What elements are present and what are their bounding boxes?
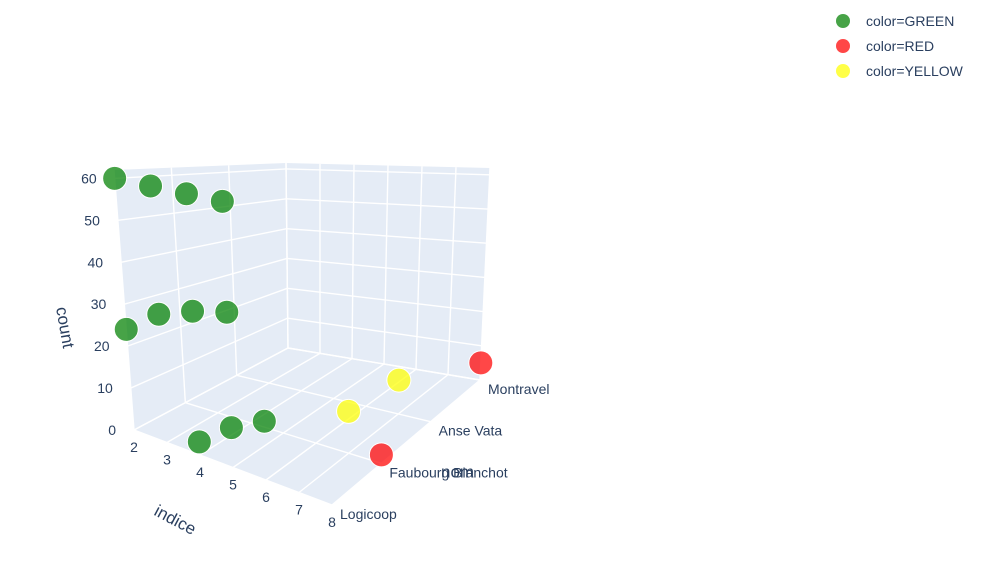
- grid-x-back: [351, 164, 355, 359]
- grid-z-back: [286, 168, 490, 176]
- grid-z-left: [120, 227, 287, 263]
- y-tick-label: Faubourg Blanchot: [389, 464, 507, 480]
- grid-z-back: [286, 257, 485, 279]
- grid-lines: [113, 162, 491, 506]
- grid-x-floor: [232, 363, 385, 469]
- z-tick-label: 30: [91, 296, 107, 312]
- grid-x-back: [479, 167, 491, 381]
- z-axis-title: count: [52, 305, 78, 350]
- y-axis-title: nom: [441, 463, 474, 482]
- grid-x-floor: [331, 379, 481, 506]
- grid-z-back: [287, 317, 482, 347]
- data-point-color-green[interactable]: [173, 181, 199, 207]
- grid-z-left: [130, 317, 288, 389]
- x-tick-label: 5: [229, 477, 237, 493]
- grid-x-floor: [199, 358, 353, 456]
- z-tick-label: 50: [84, 212, 100, 228]
- grid-z-left: [133, 347, 289, 431]
- data-point-color-green[interactable]: [180, 298, 206, 324]
- z-tick-label: 40: [88, 254, 104, 270]
- legend-item[interactable]: color=YELLOW: [830, 58, 963, 83]
- grid-x-back: [383, 165, 389, 365]
- grid-z-back: [287, 347, 481, 381]
- x-tick-label: 2: [130, 439, 138, 455]
- grid-z-left: [124, 257, 288, 305]
- legend-item[interactable]: color=GREEN: [830, 8, 963, 33]
- data-point-color-red[interactable]: [368, 442, 394, 468]
- grid-x-back: [447, 167, 457, 375]
- legend-label: color=GREEN: [866, 12, 955, 29]
- data-point-color-yellow[interactable]: [386, 367, 412, 393]
- x-tick-label: 3: [163, 452, 171, 468]
- data-point-color-green[interactable]: [113, 316, 139, 342]
- grid-z-back: [286, 198, 489, 210]
- legend-swatch: [836, 63, 850, 78]
- legend-label: color=YELLOW: [866, 62, 963, 79]
- data-point-color-green[interactable]: [218, 415, 244, 441]
- grid-z-left: [127, 287, 288, 347]
- data-point-color-yellow[interactable]: [336, 398, 362, 424]
- grid-y-floor: [133, 429, 333, 506]
- y-tick-label: Montravel: [488, 381, 549, 397]
- x-tick-label: 6: [262, 489, 270, 505]
- z-tick-label: 10: [97, 380, 113, 396]
- grid-x-floor: [298, 374, 449, 494]
- axis-ticks: 2 3 4 5 6 7 8 0 10 20 30 40 50 60 Logicoop Faubourg Bla…: [81, 170, 549, 530]
- data-point-color-green[interactable]: [186, 429, 212, 455]
- data-point-color-green[interactable]: [209, 188, 235, 214]
- grid-x-back: [415, 166, 423, 370]
- x-tick-label: 7: [295, 502, 303, 518]
- grid-y-left: [113, 169, 135, 431]
- grid-z-left: [117, 198, 287, 222]
- data-point-color-green[interactable]: [146, 301, 172, 327]
- y-tick-label: Logicoop: [340, 506, 397, 522]
- grid-y-floor: [185, 401, 382, 465]
- z-tick-label: 60: [81, 170, 97, 186]
- grid-y-floor: [236, 374, 431, 423]
- legend-swatch: [836, 13, 850, 28]
- z-tick-label: 20: [94, 338, 110, 354]
- wall-left: [114, 163, 288, 430]
- y-tick-label: Anse Vata: [439, 423, 503, 439]
- x-tick-label: 8: [328, 514, 336, 530]
- data-point-color-red[interactable]: [468, 350, 494, 376]
- grid-y-left: [285, 162, 289, 349]
- data-point-color-green[interactable]: [214, 299, 240, 325]
- legend-swatch: [836, 38, 850, 53]
- data-point-color-green[interactable]: [251, 408, 277, 434]
- data-point-color-green[interactable]: [102, 165, 128, 191]
- grid-x-floor: [166, 352, 321, 444]
- legend-label: color=RED: [866, 37, 935, 54]
- grid-y-left: [170, 167, 187, 403]
- x-axis-title: indice: [151, 501, 199, 539]
- x-tick-label: 4: [196, 464, 204, 480]
- grid-z-back: [287, 287, 484, 313]
- legend-item[interactable]: color=RED: [830, 33, 963, 58]
- data-points[interactable]: [102, 165, 494, 468]
- grid-z-back: [286, 227, 487, 244]
- legend: color=GREEN color=RED color=YELLOW: [830, 8, 963, 83]
- z-tick-label: 0: [108, 422, 116, 438]
- data-point-color-green[interactable]: [138, 173, 164, 199]
